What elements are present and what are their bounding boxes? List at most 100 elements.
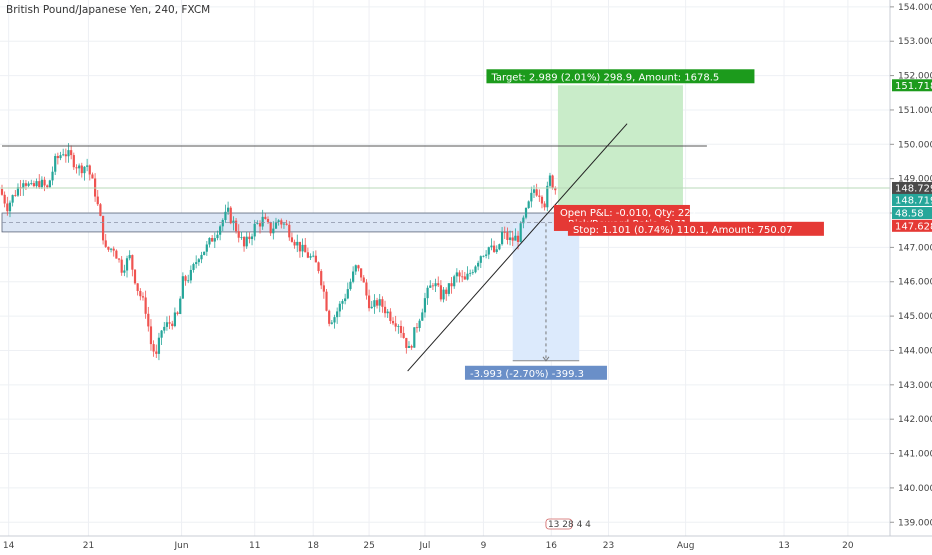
candle	[80, 165, 83, 174]
candle	[508, 237, 512, 240]
candle	[27, 183, 30, 186]
candle	[67, 150, 70, 157]
candle	[48, 180, 51, 188]
x-tick-label: 16	[546, 541, 558, 550]
candle	[242, 237, 246, 247]
candle	[120, 259, 123, 273]
target-zone[interactable]	[557, 85, 683, 222]
candle	[386, 311, 389, 314]
candle	[378, 299, 381, 306]
price-axis[interactable]	[890, 0, 932, 550]
candle	[216, 234, 219, 239]
y-tick-label: 150.000	[898, 140, 932, 150]
candle	[538, 195, 541, 197]
candle	[410, 346, 413, 348]
candle	[192, 264, 195, 270]
candle	[179, 298, 182, 314]
candle	[495, 249, 498, 252]
candle	[434, 283, 437, 287]
candle	[78, 165, 81, 169]
candle	[219, 226, 222, 235]
candle	[477, 262, 480, 267]
candle	[88, 165, 91, 175]
candle	[367, 295, 371, 309]
candle	[450, 283, 453, 287]
candle	[474, 266, 477, 273]
candle	[184, 276, 187, 281]
candle	[551, 175, 554, 189]
candle	[453, 276, 456, 287]
stop-label-bg	[567, 221, 824, 236]
candle	[168, 322, 171, 324]
candle	[461, 276, 464, 278]
candle	[383, 306, 387, 314]
x-tick-label: Jul	[419, 541, 431, 550]
candle	[75, 167, 78, 169]
candle	[514, 235, 517, 241]
candle	[112, 248, 115, 251]
candle	[506, 232, 509, 240]
candle	[227, 207, 230, 212]
candle	[280, 220, 283, 225]
candle	[306, 252, 309, 258]
candle	[397, 326, 400, 327]
y-tick-label: 153.000	[898, 37, 932, 47]
candle	[128, 255, 131, 259]
candle	[296, 241, 299, 246]
candle	[152, 344, 155, 352]
candle	[248, 236, 251, 240]
price-tag: 147.628	[895, 221, 932, 232]
candle	[309, 256, 312, 258]
candle	[431, 285, 435, 287]
candle	[426, 287, 429, 299]
y-tick-label: 149.000	[898, 175, 932, 185]
candle	[59, 155, 62, 159]
candle	[157, 337, 161, 354]
candle	[304, 244, 307, 253]
candle	[293, 241, 296, 246]
candle	[365, 282, 368, 296]
candle	[466, 273, 469, 280]
price-tag-bg	[892, 79, 932, 92]
candle	[554, 188, 557, 191]
candle	[370, 306, 373, 309]
measure-arrow-head	[542, 356, 550, 362]
candle	[99, 204, 102, 216]
candle	[104, 240, 107, 247]
candle	[274, 221, 278, 229]
x-tick-label: 23	[603, 541, 614, 550]
events-icon[interactable]	[545, 518, 573, 530]
candle	[381, 299, 384, 307]
candle	[354, 265, 357, 272]
candle	[455, 272, 458, 277]
y-tick-label: 142.000	[898, 415, 932, 425]
candle	[54, 156, 57, 172]
candle	[155, 351, 158, 354]
candle	[197, 259, 200, 263]
candle	[56, 156, 59, 159]
candle	[312, 255, 315, 257]
candle	[288, 224, 291, 238]
candle	[535, 189, 538, 196]
candle	[46, 185, 49, 188]
candle	[445, 289, 448, 294]
candle	[389, 311, 392, 322]
time-axis[interactable]	[0, 536, 932, 550]
price-tag-bg	[892, 207, 932, 220]
candle	[187, 280, 190, 282]
candle	[189, 269, 192, 281]
x-tick-label: 14	[3, 541, 15, 550]
candle	[51, 171, 54, 181]
price-tag: 151.718	[895, 81, 932, 92]
candle	[62, 154, 65, 156]
y-tick-label: 146.000	[898, 278, 932, 288]
candle	[344, 298, 347, 302]
trendline[interactable]	[407, 123, 628, 372]
candle	[16, 187, 20, 196]
candle	[258, 223, 262, 227]
candle	[357, 265, 360, 269]
candle	[301, 244, 304, 252]
candle	[352, 271, 355, 282]
